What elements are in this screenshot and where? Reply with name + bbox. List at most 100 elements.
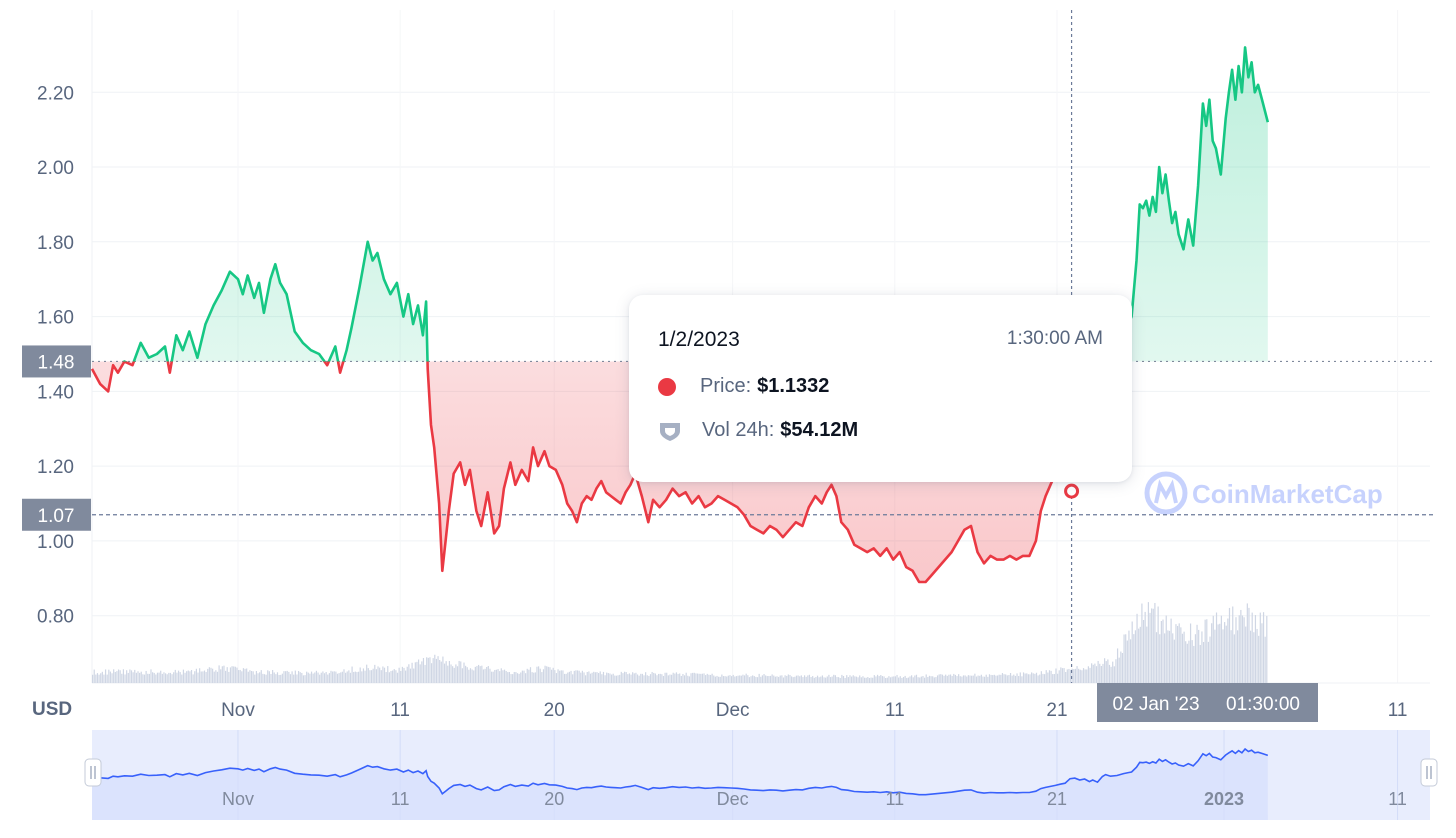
volume-bar xyxy=(205,672,207,683)
volume-bar xyxy=(414,662,416,683)
volume-bar xyxy=(260,670,262,683)
volume-bar xyxy=(1058,670,1060,683)
volume-bar xyxy=(1126,640,1128,683)
volume-bar xyxy=(633,673,635,683)
navigator-right-handle[interactable] xyxy=(1420,758,1438,787)
volume-bar xyxy=(755,676,757,683)
navigator-label: 2023 xyxy=(1204,789,1244,809)
volume-bar xyxy=(550,669,553,683)
navigator-left-handle[interactable] xyxy=(84,758,102,787)
cursor-value-box xyxy=(22,498,91,531)
volume-bar xyxy=(1032,673,1034,683)
volume-bar xyxy=(646,675,648,683)
volume-bar xyxy=(923,677,926,683)
volume-bar xyxy=(995,675,997,683)
volume-bar xyxy=(620,671,622,683)
volume-bar xyxy=(1118,657,1120,683)
navigator-label: 20 xyxy=(544,789,564,809)
volume-bar xyxy=(383,667,386,683)
volume-bar xyxy=(200,671,202,683)
volume-bar xyxy=(507,672,509,683)
volume-bar xyxy=(220,669,222,683)
volume-bar xyxy=(312,673,314,683)
volume-bar xyxy=(792,677,794,683)
volume-bar xyxy=(1198,629,1200,683)
volume-bar xyxy=(1047,672,1049,683)
volume-bar xyxy=(612,673,614,683)
volume-bar xyxy=(1115,659,1117,683)
volume-bar xyxy=(319,674,321,683)
volume-bar xyxy=(160,670,162,683)
volume-bar xyxy=(756,677,759,683)
volume-bar xyxy=(114,671,116,683)
volume-bar xyxy=(224,670,227,683)
volume-bar xyxy=(752,675,754,683)
volume-bar xyxy=(1112,661,1114,683)
volume-bar xyxy=(426,657,428,683)
volume-bar xyxy=(137,671,139,683)
volume-bar xyxy=(122,669,125,683)
volume-bar xyxy=(607,673,609,683)
volume-bar xyxy=(357,671,360,683)
volume-bar xyxy=(758,673,760,683)
volume-bar xyxy=(654,673,656,683)
tooltip-price-label: Price: xyxy=(700,375,752,397)
volume-bar xyxy=(865,677,867,683)
volume-bar xyxy=(330,670,332,683)
volume-bar xyxy=(1159,634,1161,683)
volume-bar xyxy=(594,672,596,683)
volume-bar xyxy=(565,673,567,683)
volume-bar xyxy=(356,672,358,683)
volume-bar xyxy=(422,657,425,683)
volume-bar xyxy=(176,672,178,683)
volume-bar xyxy=(346,671,348,683)
volume-bar xyxy=(109,671,112,683)
volume-bar xyxy=(838,677,840,683)
volume-bar xyxy=(872,677,874,683)
volume-bar xyxy=(1034,673,1036,683)
range-navigator[interactable]: Nov 11 20 Dec 11 21 2023 11 xyxy=(84,730,1438,820)
volume-bar xyxy=(237,670,240,683)
volume-bar xyxy=(680,675,682,683)
volume-bar xyxy=(129,669,131,683)
volume-bar xyxy=(288,671,290,683)
volume-bar xyxy=(529,667,532,683)
volume-bar xyxy=(888,676,890,683)
volume-bar xyxy=(1181,633,1184,683)
volume-bar xyxy=(628,673,631,683)
volume-bar xyxy=(615,675,618,683)
volume-bar xyxy=(573,670,575,683)
volume-bar xyxy=(583,672,585,683)
volume-bar xyxy=(552,667,554,683)
volume-bar xyxy=(860,677,862,683)
volume-bar xyxy=(690,673,692,683)
volume-bar xyxy=(661,674,663,683)
volume-bar xyxy=(737,675,739,683)
volume-bar xyxy=(164,673,167,683)
coinmarketcap-watermark: CoinMarketCap xyxy=(1144,471,1383,515)
volume-bar xyxy=(980,674,982,683)
volume-bar xyxy=(111,673,113,683)
price-tooltip: 1/2/2023 1:30:00 AM Price: $1.1332 Vol 2… xyxy=(629,295,1132,482)
volume-bar xyxy=(98,674,100,683)
volume-bar xyxy=(280,674,282,683)
volume-bar xyxy=(262,673,264,683)
volume-bar xyxy=(1060,667,1062,683)
volume-bar xyxy=(844,677,846,683)
volume-bar xyxy=(818,677,820,683)
volume-bar xyxy=(904,675,906,683)
volume-bar xyxy=(187,670,189,683)
volume-bar xyxy=(95,674,97,683)
volume-bar xyxy=(834,675,836,683)
volume-bar xyxy=(413,668,415,683)
volume-bar xyxy=(1170,618,1172,683)
volume-bar xyxy=(658,673,660,683)
volume-bar xyxy=(706,673,708,683)
volume-bar xyxy=(1031,672,1033,683)
volume-bar xyxy=(1016,673,1018,683)
volume-bar xyxy=(846,675,848,683)
volume-bar xyxy=(640,673,642,683)
volume-bar xyxy=(1050,670,1052,683)
volume-bar xyxy=(1251,612,1253,683)
volume-bar xyxy=(539,668,541,683)
